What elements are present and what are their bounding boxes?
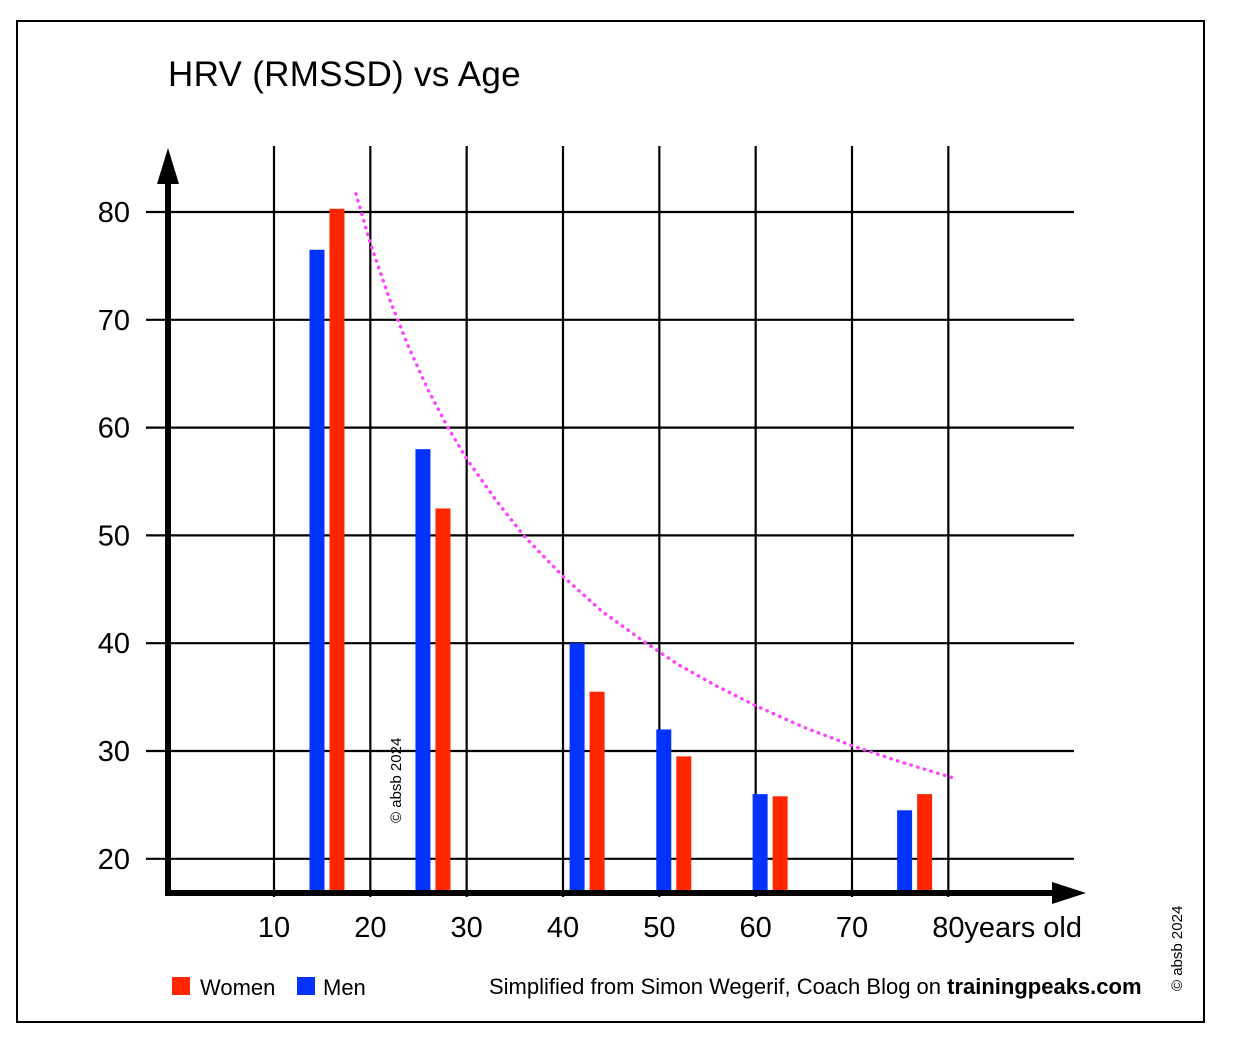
chart-title: HRV (RMSSD) vs Age (168, 55, 521, 94)
y-tick-label: 80 (98, 197, 130, 229)
x-tick-label: 20 (354, 912, 386, 944)
attribution-text: Simplified from Simon Wegerif, Coach Blo… (489, 974, 1142, 1000)
x-tick-label: 50 (643, 912, 675, 944)
legend-men-label: Men (323, 975, 366, 1000)
y-tick-label: 30 (98, 736, 130, 768)
bar-men (752, 794, 768, 894)
legend-women-swatch (172, 977, 190, 995)
y-tick-label: 50 (98, 520, 130, 552)
copyright-watermark-plot: © absb 2024 (388, 737, 405, 823)
legend-men-swatch (297, 977, 315, 995)
bar-women (676, 756, 692, 894)
x-tick-label: 30 (451, 912, 483, 944)
bar-women (772, 796, 788, 894)
bar-women (917, 794, 933, 894)
legend-women-label: Women (200, 975, 276, 1000)
bar-men (569, 643, 585, 894)
x-axis-arrow (1052, 882, 1086, 904)
bar-men (656, 729, 672, 894)
copyright-watermark-corner: © absb 2024 (1169, 905, 1186, 991)
y-tick-label: 60 (98, 413, 130, 445)
y-tick-label: 20 (98, 844, 130, 876)
bar-women (589, 691, 605, 894)
trend-line (354, 191, 955, 780)
y-axis-arrow (157, 148, 179, 184)
y-tick-label: 40 (98, 628, 130, 660)
x-tick-label: 60 (740, 912, 772, 944)
attribution-site: trainingpeaks.com (947, 974, 1142, 999)
bar-men (309, 249, 325, 895)
bar-women (329, 208, 345, 895)
bar-women (435, 508, 451, 894)
x-tick-label: 40 (547, 912, 579, 944)
x-tick-label: 80 (932, 912, 964, 944)
bar-men (415, 449, 431, 894)
x-tick-label: 70 (836, 912, 868, 944)
x-axis-unit-label: years old (964, 912, 1082, 944)
outer-border (16, 20, 1205, 1023)
bar-men (897, 810, 913, 894)
x-tick-label: 10 (258, 912, 290, 944)
attribution-prefix: Simplified from Simon Wegerif, Coach Blo… (489, 974, 948, 999)
y-tick-label: 70 (98, 305, 130, 337)
